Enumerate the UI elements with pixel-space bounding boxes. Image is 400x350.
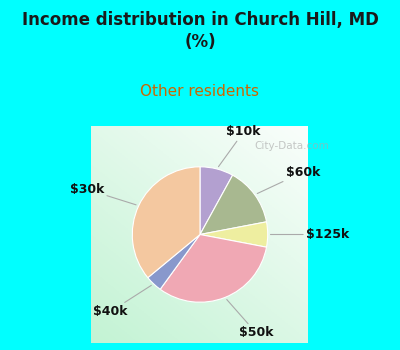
Text: $125k: $125k [270,228,349,241]
Wedge shape [200,175,266,234]
Text: $50k: $50k [227,300,274,339]
Wedge shape [132,167,200,278]
Text: Income distribution in Church Hill, MD
(%): Income distribution in Church Hill, MD (… [22,10,378,51]
Wedge shape [148,234,200,289]
Text: $30k: $30k [70,183,136,205]
Text: $10k: $10k [218,125,261,167]
Wedge shape [200,167,233,234]
Wedge shape [200,222,268,247]
Text: City-Data.com: City-Data.com [254,141,329,151]
Text: $40k: $40k [93,285,151,318]
Text: $60k: $60k [257,166,320,194]
Text: Other residents: Other residents [140,84,260,99]
Wedge shape [160,234,266,302]
